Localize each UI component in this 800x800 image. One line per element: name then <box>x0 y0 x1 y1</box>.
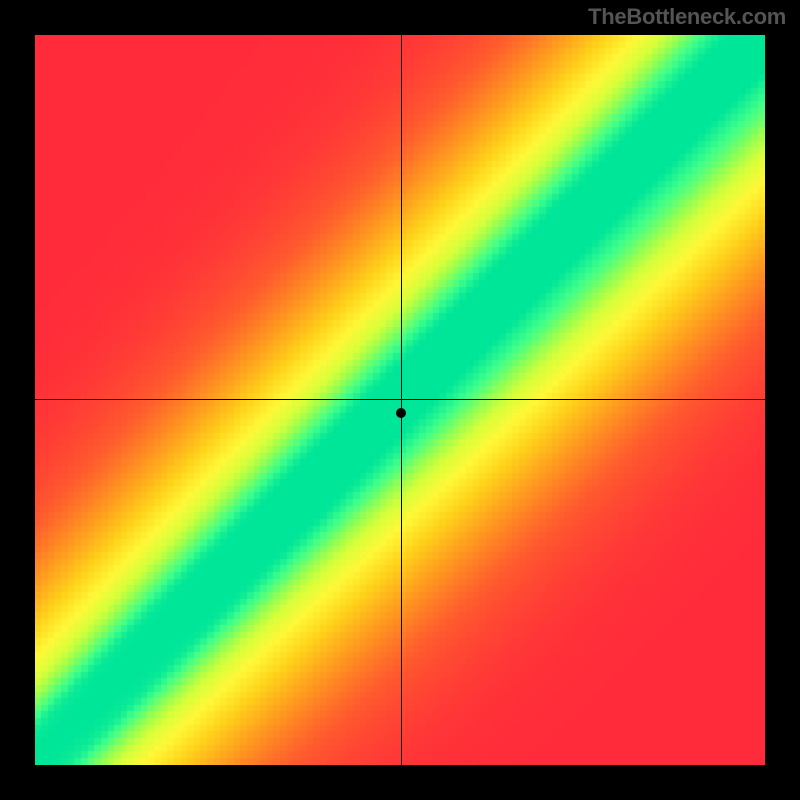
crosshair-horizontal <box>35 399 765 400</box>
center-marker-dot <box>396 408 406 418</box>
crosshair-vertical <box>401 35 402 765</box>
heatmap-canvas <box>35 35 765 765</box>
heatmap-plot <box>35 35 765 765</box>
watermark-text: TheBottleneck.com <box>588 4 786 30</box>
